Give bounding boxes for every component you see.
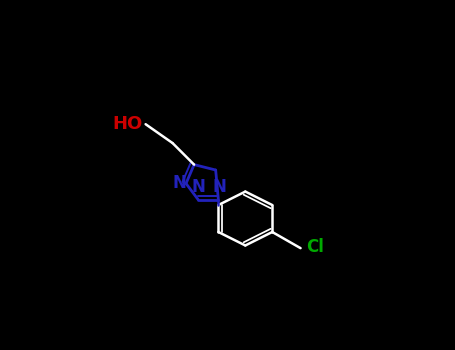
Text: HO: HO — [113, 115, 143, 133]
Text: N: N — [191, 177, 205, 196]
Text: N: N — [213, 177, 227, 196]
Text: N: N — [172, 175, 186, 193]
Text: Cl: Cl — [306, 238, 324, 256]
